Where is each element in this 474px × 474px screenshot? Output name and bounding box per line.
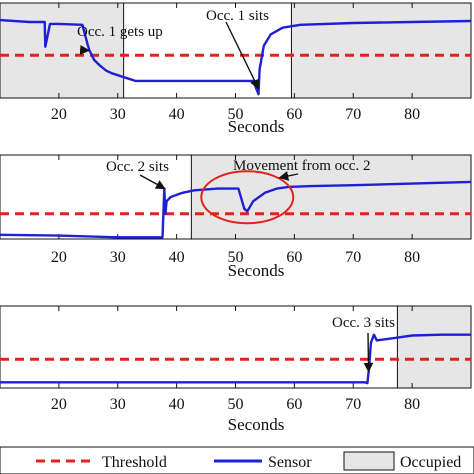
annotation-ellipse bbox=[200, 170, 295, 225]
x-tick-label: 70 bbox=[345, 396, 361, 413]
occupied-region bbox=[0, 2, 125, 99]
x-tick-label: 30 bbox=[110, 249, 126, 266]
annotation-label: Occ. 1 gets up bbox=[77, 24, 163, 40]
panel-1: 20 30 40 50 60 70 80 Seconds Occ. 1 gets up Occ. … bbox=[0, 2, 472, 136]
x-tick-label: 20 bbox=[51, 106, 67, 123]
x-tick-label: 60 bbox=[286, 249, 302, 266]
x-tick-label: 40 bbox=[169, 396, 185, 413]
x-tick-label: 50 bbox=[228, 106, 244, 123]
x-tick-label: 80 bbox=[404, 249, 420, 266]
occupied-region bbox=[290, 2, 472, 99]
legend-sensor-label: Sensor bbox=[268, 454, 312, 471]
occupied-region bbox=[396, 305, 472, 389]
sensor-line bbox=[0, 180, 472, 239]
x-tick-label: 40 bbox=[169, 249, 185, 266]
annotation-label: Occ. 3 sits bbox=[332, 315, 395, 331]
annotation-arrow bbox=[225, 21, 260, 90]
x-tick-label: 50 bbox=[228, 249, 244, 266]
sensor-line bbox=[0, 18, 472, 96]
legend-occupied-swatch bbox=[343, 451, 395, 471]
annotation-label: Movement from occ. 2 bbox=[233, 158, 370, 174]
legend-threshold-label: Threshold bbox=[102, 454, 167, 471]
x-tick-label: 70 bbox=[345, 249, 361, 266]
annotation-arrow bbox=[278, 171, 299, 181]
x-tick-label: 60 bbox=[286, 106, 302, 123]
x-tick-label: 60 bbox=[286, 396, 302, 413]
annotation-arrow bbox=[139, 174, 166, 190]
x-tick-label: 20 bbox=[51, 396, 67, 413]
legend: Threshold Sensor Occupied bbox=[0, 446, 474, 474]
panel-3: 20 30 40 50 60 70 80 Seconds Occ. 3 sits bbox=[0, 305, 472, 434]
sensor-line bbox=[0, 333, 471, 385]
legend-occupied-label: Occupied bbox=[400, 454, 461, 471]
x-tick-label: 70 bbox=[345, 106, 361, 123]
annotation-arrow bbox=[363, 332, 374, 373]
x-tick-label: 20 bbox=[51, 249, 67, 266]
x-axis-label: Seconds bbox=[228, 415, 285, 434]
annotation-label: Occ. 1 sits bbox=[206, 8, 269, 24]
x-tick-label: 80 bbox=[404, 396, 420, 413]
x-axis-label: Seconds bbox=[228, 117, 285, 136]
x-axis-label: Seconds bbox=[228, 261, 285, 280]
panel-2: 20 30 40 50 60 70 80 Seconds Occ. 2 sits Movement… bbox=[0, 154, 472, 280]
x-tick-label: 30 bbox=[110, 106, 126, 123]
x-tick-label: 50 bbox=[228, 396, 244, 413]
x-tick-label: 40 bbox=[169, 106, 185, 123]
x-tick-label: 30 bbox=[110, 396, 126, 413]
x-tick-label: 80 bbox=[404, 106, 420, 123]
annotation-arrow bbox=[79, 45, 90, 55]
annotation-label: Occ. 2 sits bbox=[106, 159, 169, 175]
